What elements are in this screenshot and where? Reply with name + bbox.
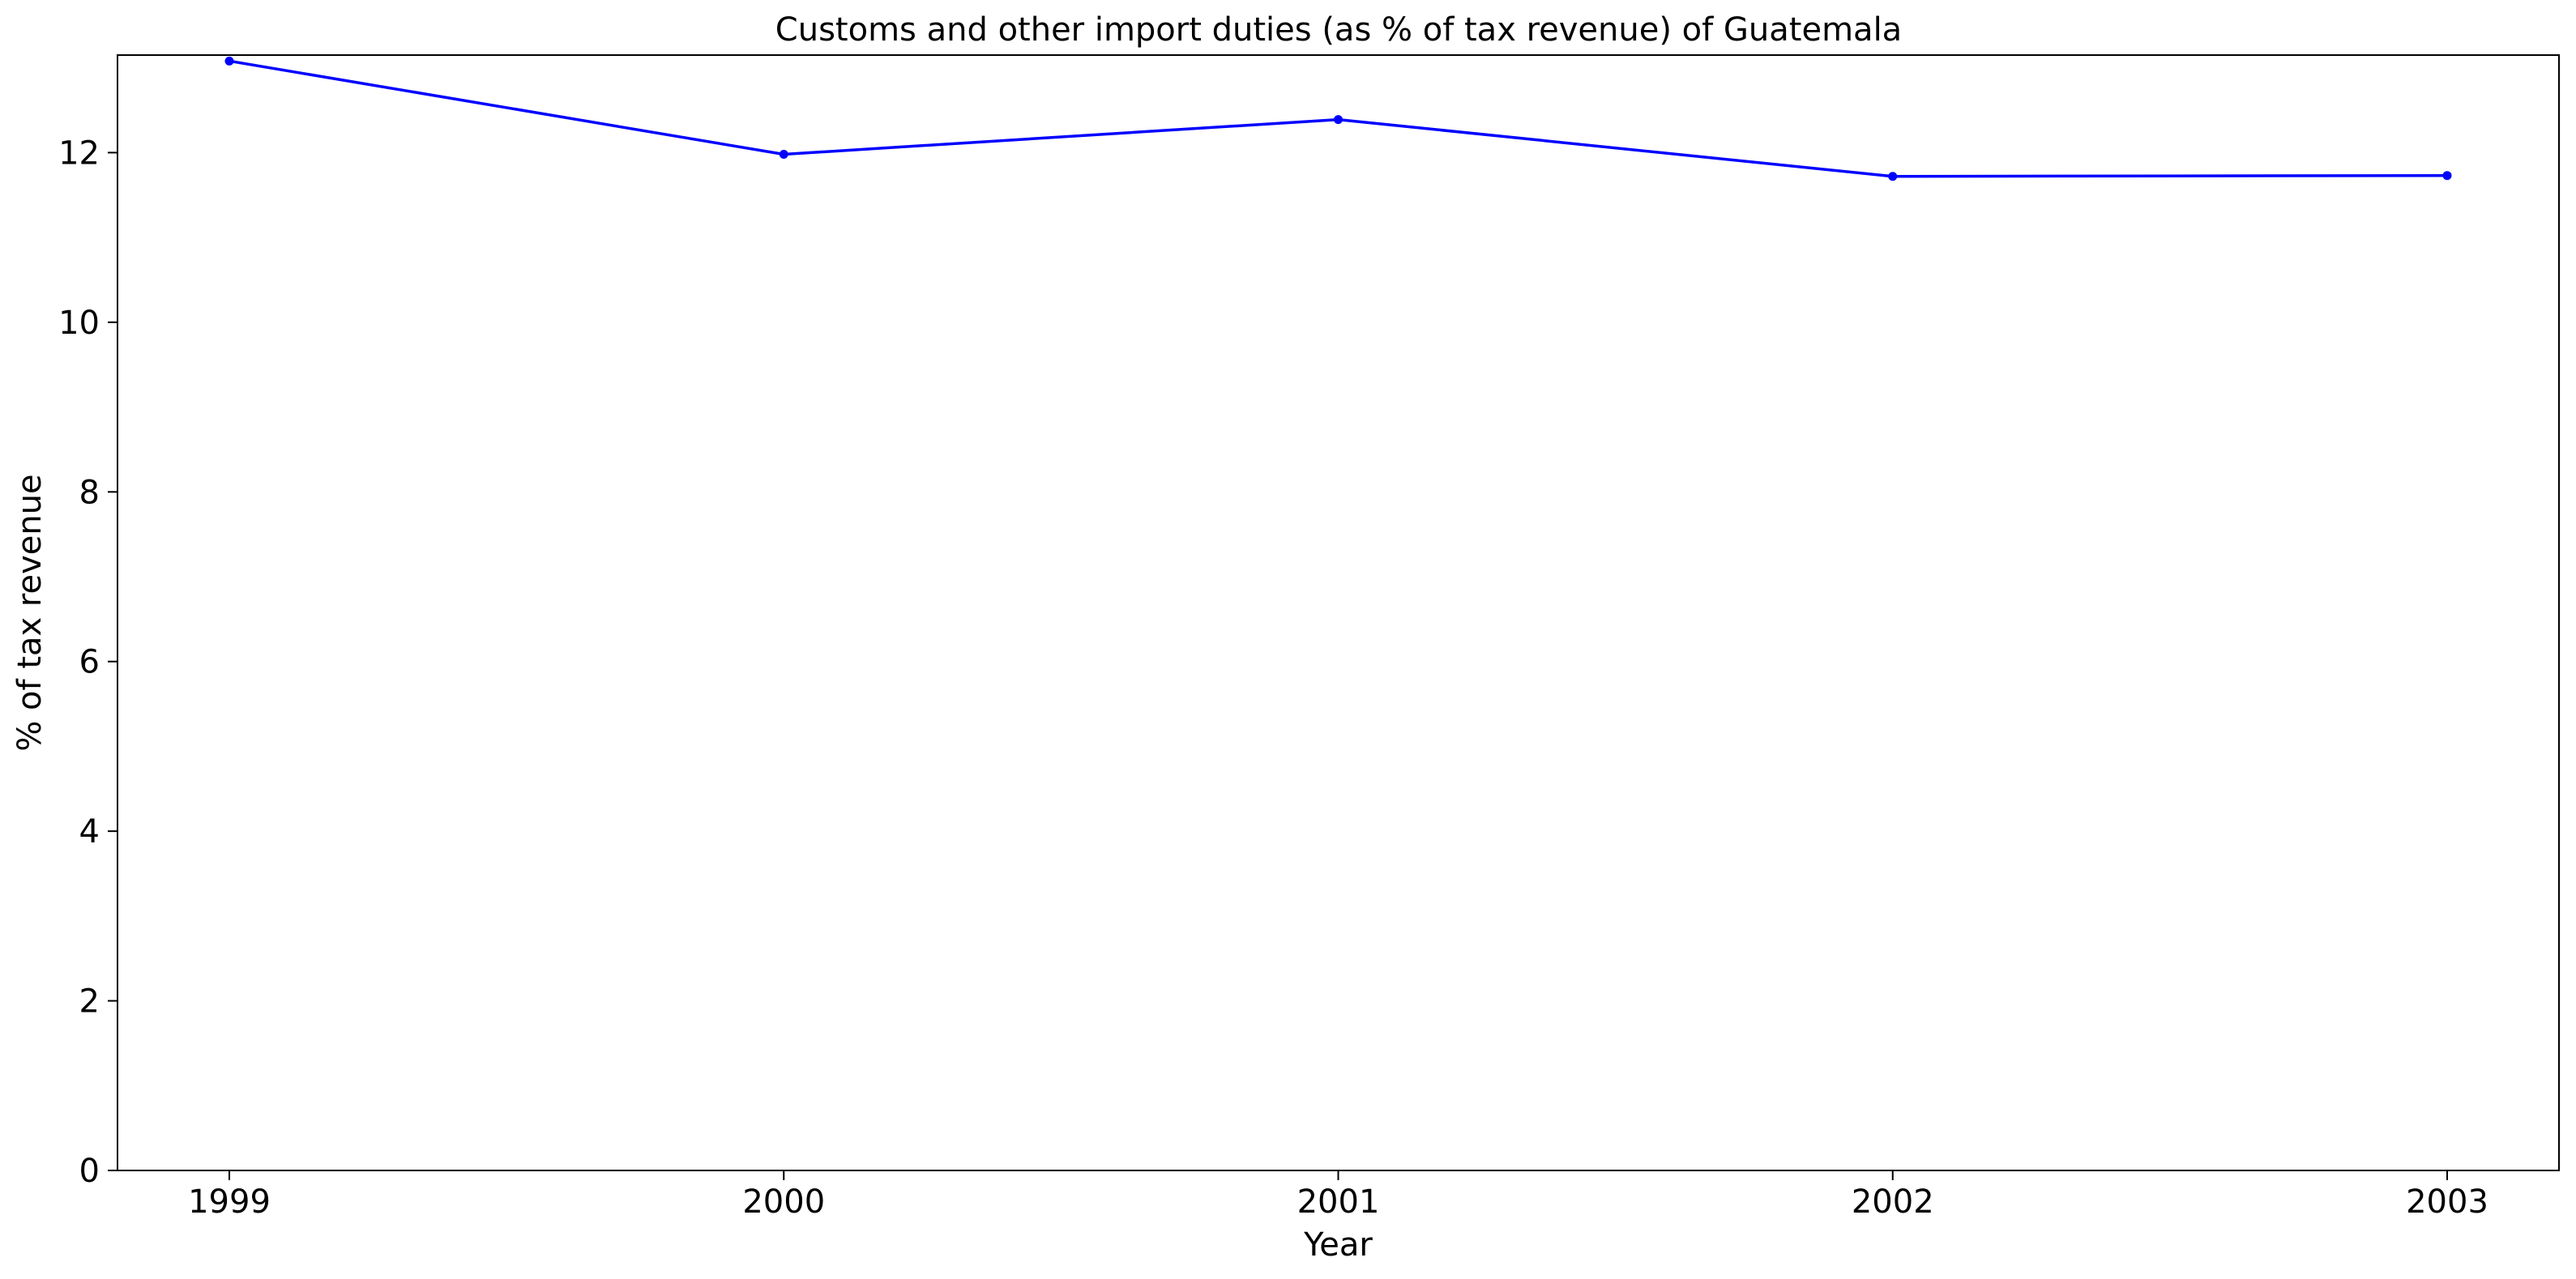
y-tick-label: 12 — [58, 134, 100, 172]
x-tick-label: 1999 — [188, 1183, 271, 1221]
y-tick-label: 6 — [79, 644, 100, 681]
y-tick-label: 4 — [79, 813, 100, 851]
x-axis-label: Year — [1303, 1226, 1373, 1264]
x-axis: 1999 2000 2001 2002 2003 — [188, 1170, 2488, 1221]
y-axis: 0 2 4 6 8 10 12 — [58, 134, 117, 1190]
data-point — [1334, 115, 1343, 125]
y-tick-label: 8 — [79, 474, 100, 511]
x-tick-label: 2000 — [742, 1183, 825, 1221]
x-tick-label: 2001 — [1297, 1183, 1380, 1221]
y-tick-label: 10 — [58, 305, 100, 342]
data-point — [2442, 171, 2452, 181]
data-point — [1888, 172, 1898, 181]
x-tick-label: 2002 — [1852, 1183, 1934, 1221]
plot-area-frame — [117, 54, 2560, 1171]
data-point — [224, 56, 234, 66]
y-tick-label: 0 — [79, 1153, 100, 1190]
data-point — [779, 150, 788, 160]
y-tick-label: 2 — [79, 983, 100, 1021]
x-tick-label: 2003 — [2406, 1183, 2488, 1221]
chart-title: Customs and other import duties (as % of… — [775, 11, 1902, 49]
series-layer — [224, 56, 2452, 181]
y-axis-label: % of tax revenue — [11, 474, 49, 751]
